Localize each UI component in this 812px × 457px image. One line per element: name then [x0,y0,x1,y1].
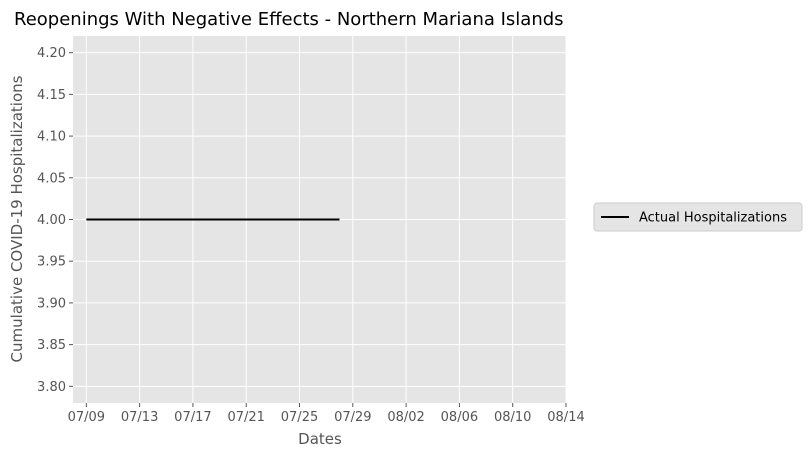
x-axis-label: Dates [298,430,342,448]
y-tick-label: 4.00 [37,213,66,228]
x-tick-label: 07/09 [68,410,105,425]
y-tick-label: 3.90 [37,296,66,311]
x-tick-label: 07/13 [121,410,158,425]
x-tick-label: 08/06 [441,410,478,425]
x-tick-label: 07/25 [281,410,318,425]
y-axis: 3.80 3.85 3.90 3.95 4.00 4.05 4.10 4.15 4.20 [37,46,73,395]
x-tick-label: 07/17 [174,410,211,425]
y-tick-label: 4.15 [37,88,66,103]
y-tick-label: 3.80 [37,380,66,395]
y-tick-label: 4.20 [37,46,66,61]
legend-label: Actual Hospitalizations [639,211,787,226]
x-tick-label: 08/10 [494,410,531,425]
x-tick-label: 07/29 [334,410,371,425]
y-tick-label: 4.05 [37,171,66,186]
y-tick-label: 4.10 [37,130,66,145]
x-tick-label: 08/14 [547,410,584,425]
x-tick-label: 07/21 [227,410,264,425]
x-axis: 07/09 07/13 07/17 07/21 07/25 07/29 08/02 08/06… [68,403,585,425]
legend: Actual Hospitalizations [593,202,803,232]
y-tick-label: 3.85 [37,338,66,353]
chart-title: Reopenings With Negative Effects - North… [14,9,564,30]
y-tick-label: 3.95 [37,255,66,270]
y-axis-label: Cumulative COVID-19 Hospitalizations [8,75,26,362]
legend-box [593,202,803,232]
x-tick-label: 08/02 [387,410,424,425]
